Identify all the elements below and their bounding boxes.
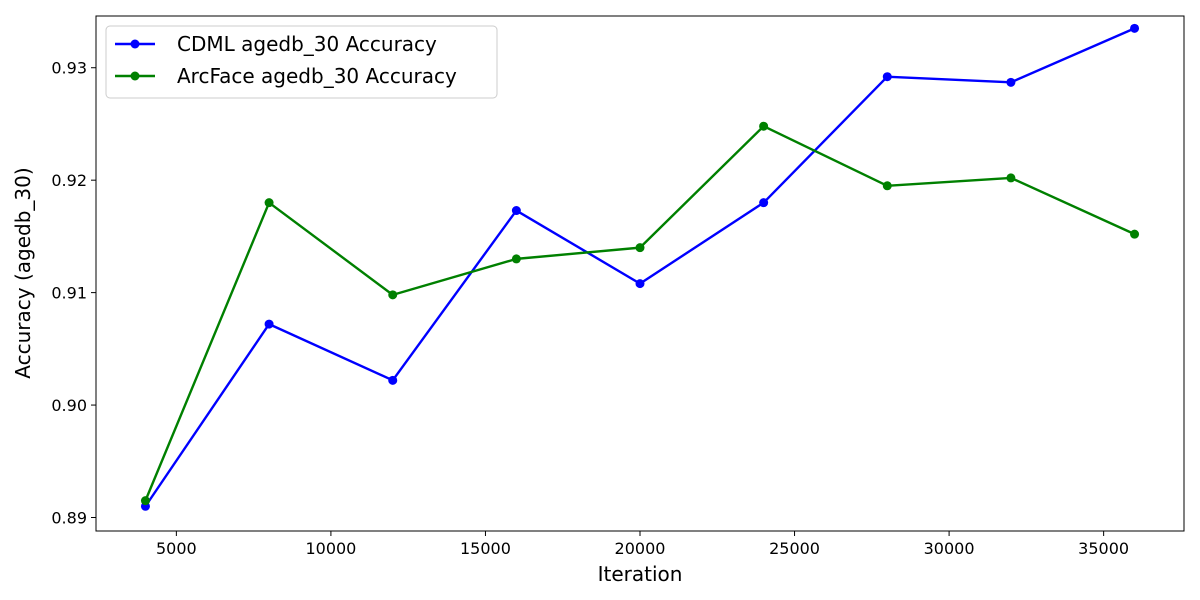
x-tick-label: 30000	[924, 539, 975, 558]
y-tick-label: 0.93	[51, 59, 87, 78]
x-tick-label: 15000	[460, 539, 511, 558]
data-point	[635, 243, 645, 253]
data-point	[882, 72, 892, 82]
legend-swatch-marker	[130, 71, 140, 81]
data-point	[1006, 77, 1016, 87]
x-axis: 5000 10000 15000 20000 25000 30000 35000	[156, 531, 1129, 558]
data-point	[264, 319, 274, 329]
legend-swatch-marker	[130, 39, 140, 49]
data-point	[1006, 173, 1016, 183]
data-point	[511, 254, 521, 264]
x-tick-label: 5000	[156, 539, 197, 558]
x-tick-label: 20000	[615, 539, 666, 558]
y-axis: 0.89 0.90 0.91 0.92 0.93	[51, 59, 96, 528]
data-point	[635, 279, 645, 289]
data-point	[511, 206, 521, 216]
data-point	[140, 496, 150, 506]
x-tick-label: 25000	[769, 539, 820, 558]
x-tick-label: 10000	[305, 539, 356, 558]
series-layer	[140, 23, 1140, 511]
x-tick-label: 35000	[1078, 539, 1129, 558]
data-point	[759, 121, 769, 131]
data-point	[264, 198, 274, 208]
data-point	[882, 181, 892, 191]
y-tick-label: 0.89	[51, 509, 87, 528]
legend-entry-label: ArcFace agedb_30 Accuracy	[177, 64, 457, 88]
data-point	[388, 290, 398, 300]
x-axis-label: Iteration	[598, 562, 683, 586]
plot-area	[96, 16, 1184, 531]
data-point	[388, 375, 398, 385]
y-tick-label: 0.91	[51, 284, 87, 303]
legend: CDML agedb_30 Accuracy ArcFace agedb_30 A…	[105, 25, 498, 99]
y-tick-label: 0.92	[51, 171, 87, 190]
data-point	[759, 198, 769, 208]
data-point	[1130, 229, 1140, 239]
legend-box	[105, 25, 498, 99]
legend-entry-label: CDML agedb_30 Accuracy	[177, 32, 437, 56]
data-point	[1130, 23, 1140, 33]
y-tick-label: 0.90	[51, 396, 87, 415]
y-axis-label: Accuracy (agedb_30)	[11, 167, 35, 378]
